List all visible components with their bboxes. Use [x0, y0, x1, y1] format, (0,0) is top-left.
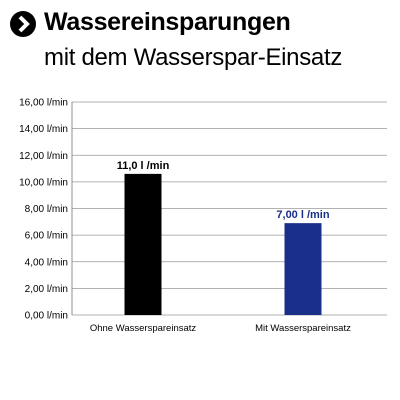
- chart-title: Wassereinsparungen: [44, 8, 291, 36]
- bar-1-data-label: 11,0 l /min: [117, 160, 170, 172]
- bar-2: [284, 223, 322, 315]
- bar-1: [124, 173, 162, 315]
- y-tick-label: 14,00 l/min: [19, 124, 68, 135]
- y-tick-label: 10,00 l/min: [19, 177, 68, 188]
- chevron-right-circle-icon: [10, 11, 36, 37]
- y-tick-label: 12,00 l/min: [19, 151, 68, 162]
- y-tick-label: 0,00 l/min: [25, 311, 68, 322]
- bar-2-data-label: 7,00 l /min: [276, 209, 329, 221]
- y-tick-label: 8,00 l/min: [25, 204, 68, 215]
- x-category-label: Mit Wasserspareinsatz: [255, 323, 351, 334]
- y-tick-label: 4,00 l/min: [25, 257, 68, 268]
- x-category-label: Ohne Wasserspareinsatz: [90, 323, 197, 334]
- y-tick-label: 16,00 l/min: [19, 98, 68, 109]
- y-tick-label: 6,00 l/min: [25, 231, 68, 242]
- y-tick-label: 2,00 l/min: [25, 284, 68, 295]
- chart-subtitle: mit dem Wasserspar-Einsatz: [44, 44, 343, 71]
